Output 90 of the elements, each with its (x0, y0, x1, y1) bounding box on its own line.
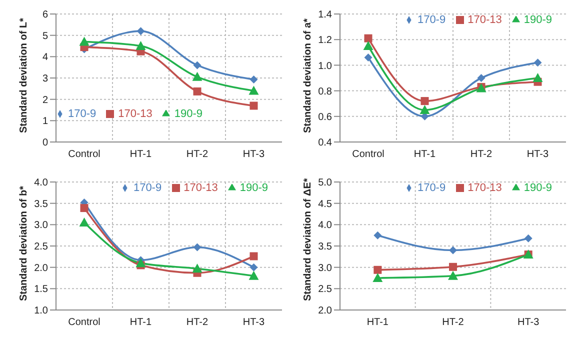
point (248, 86, 259, 95)
y-tick-label: 1 (42, 116, 48, 128)
point (363, 41, 374, 50)
point (364, 54, 372, 62)
point (449, 262, 457, 271)
x-tick-label: HT-1 (130, 317, 152, 328)
y-tick-label: 3.5 (318, 242, 332, 253)
point (193, 61, 202, 70)
x-tick-label: Control (68, 317, 100, 328)
y-axis-title: Standard deviation of b* (18, 186, 30, 301)
y-tick-label: 2.0 (34, 262, 48, 274)
point (524, 234, 532, 242)
y-tick-label: 3.0 (318, 262, 332, 274)
x-tick-label: HT-3 (526, 149, 550, 160)
legend-label: 170-9 (417, 182, 446, 194)
x-tick-label: HT-3 (517, 317, 540, 328)
point (248, 270, 259, 280)
y-tick-label: 4.5 (318, 198, 332, 210)
point (79, 36, 90, 46)
point (420, 97, 429, 106)
point (80, 204, 88, 212)
y-tick-label: 0 (42, 138, 48, 149)
point (79, 218, 90, 227)
legend-label: 170-13 (468, 14, 502, 26)
y-tick-label: 1.0 (34, 306, 48, 317)
x-tick-label: Control (68, 149, 100, 160)
point (136, 27, 145, 36)
y-tick-label: 6 (42, 10, 48, 21)
legend-label: 170-13 (468, 182, 502, 194)
legend-label: 170-9 (133, 182, 162, 194)
point (136, 41, 146, 50)
point (532, 73, 543, 82)
y-tick-label: 0.6 (318, 112, 332, 123)
x-tick-label: HT-2 (442, 317, 464, 328)
y-tick-label: 3.5 (34, 198, 48, 210)
y-tick-label: 2 (42, 94, 48, 106)
y-tick-label: 2.0 (318, 306, 332, 317)
point (136, 258, 146, 268)
point (250, 75, 258, 84)
y-tick-label: 3 (42, 74, 48, 85)
x-tick-label: HT-3 (242, 149, 266, 160)
y-tick-label: 5 (42, 30, 48, 42)
point (364, 34, 372, 42)
y-tick-label: 0.8 (318, 86, 332, 98)
point (534, 58, 542, 67)
y-tick-label: 5.0 (318, 178, 332, 189)
legend-label: 170-13 (184, 182, 218, 194)
point (374, 231, 382, 240)
y-tick-label: 2.5 (34, 242, 48, 253)
point (449, 246, 457, 254)
legend-label: 190-9 (240, 182, 268, 194)
y-tick-label: 1.5 (34, 284, 48, 296)
y-tick-label: 4.0 (318, 220, 332, 232)
point (477, 74, 486, 82)
point (250, 263, 258, 272)
y-tick-label: 4.0 (34, 178, 48, 189)
y-tick-label: 1.0 (318, 60, 332, 72)
x-tick-label: HT-2 (186, 149, 209, 160)
legend-label: 170-9 (417, 14, 446, 26)
point (192, 264, 202, 273)
point (193, 87, 202, 96)
x-tick-label: HT-1 (366, 317, 389, 328)
point (372, 273, 383, 282)
x-tick-label: HT-1 (414, 149, 436, 160)
legend-label: 190-9 (524, 14, 552, 26)
x-tick-label: Control (352, 149, 384, 160)
legend-label: 170-13 (118, 108, 152, 120)
x-tick-label: HT-2 (470, 149, 493, 160)
y-tick-label: 3.0 (34, 220, 48, 232)
point (374, 266, 382, 274)
x-tick-label: HT-3 (242, 317, 266, 328)
point (250, 252, 258, 260)
y-tick-label: 1.4 (318, 10, 332, 21)
legend-label: 190-9 (174, 108, 203, 120)
y-tick-label: 0.4 (318, 138, 332, 149)
point (192, 72, 202, 81)
legend-label: 170-9 (68, 108, 96, 120)
y-tick-label: 4 (42, 52, 48, 64)
y-axis-title: Standard deviation of L* (18, 18, 30, 133)
legend-label: 190-9 (524, 182, 552, 194)
y-axis-title: Standard deviation of a* (302, 18, 314, 133)
y-tick-label: 1.2 (318, 35, 332, 46)
y-tick-label: 2.5 (318, 284, 332, 296)
point (250, 102, 258, 110)
x-tick-label: HT-2 (186, 317, 209, 328)
point (448, 270, 458, 280)
point (193, 243, 202, 252)
y-axis-title: Standard deviation of ΔE* (302, 178, 314, 301)
point (420, 105, 430, 114)
x-tick-label: HT-1 (130, 149, 152, 160)
